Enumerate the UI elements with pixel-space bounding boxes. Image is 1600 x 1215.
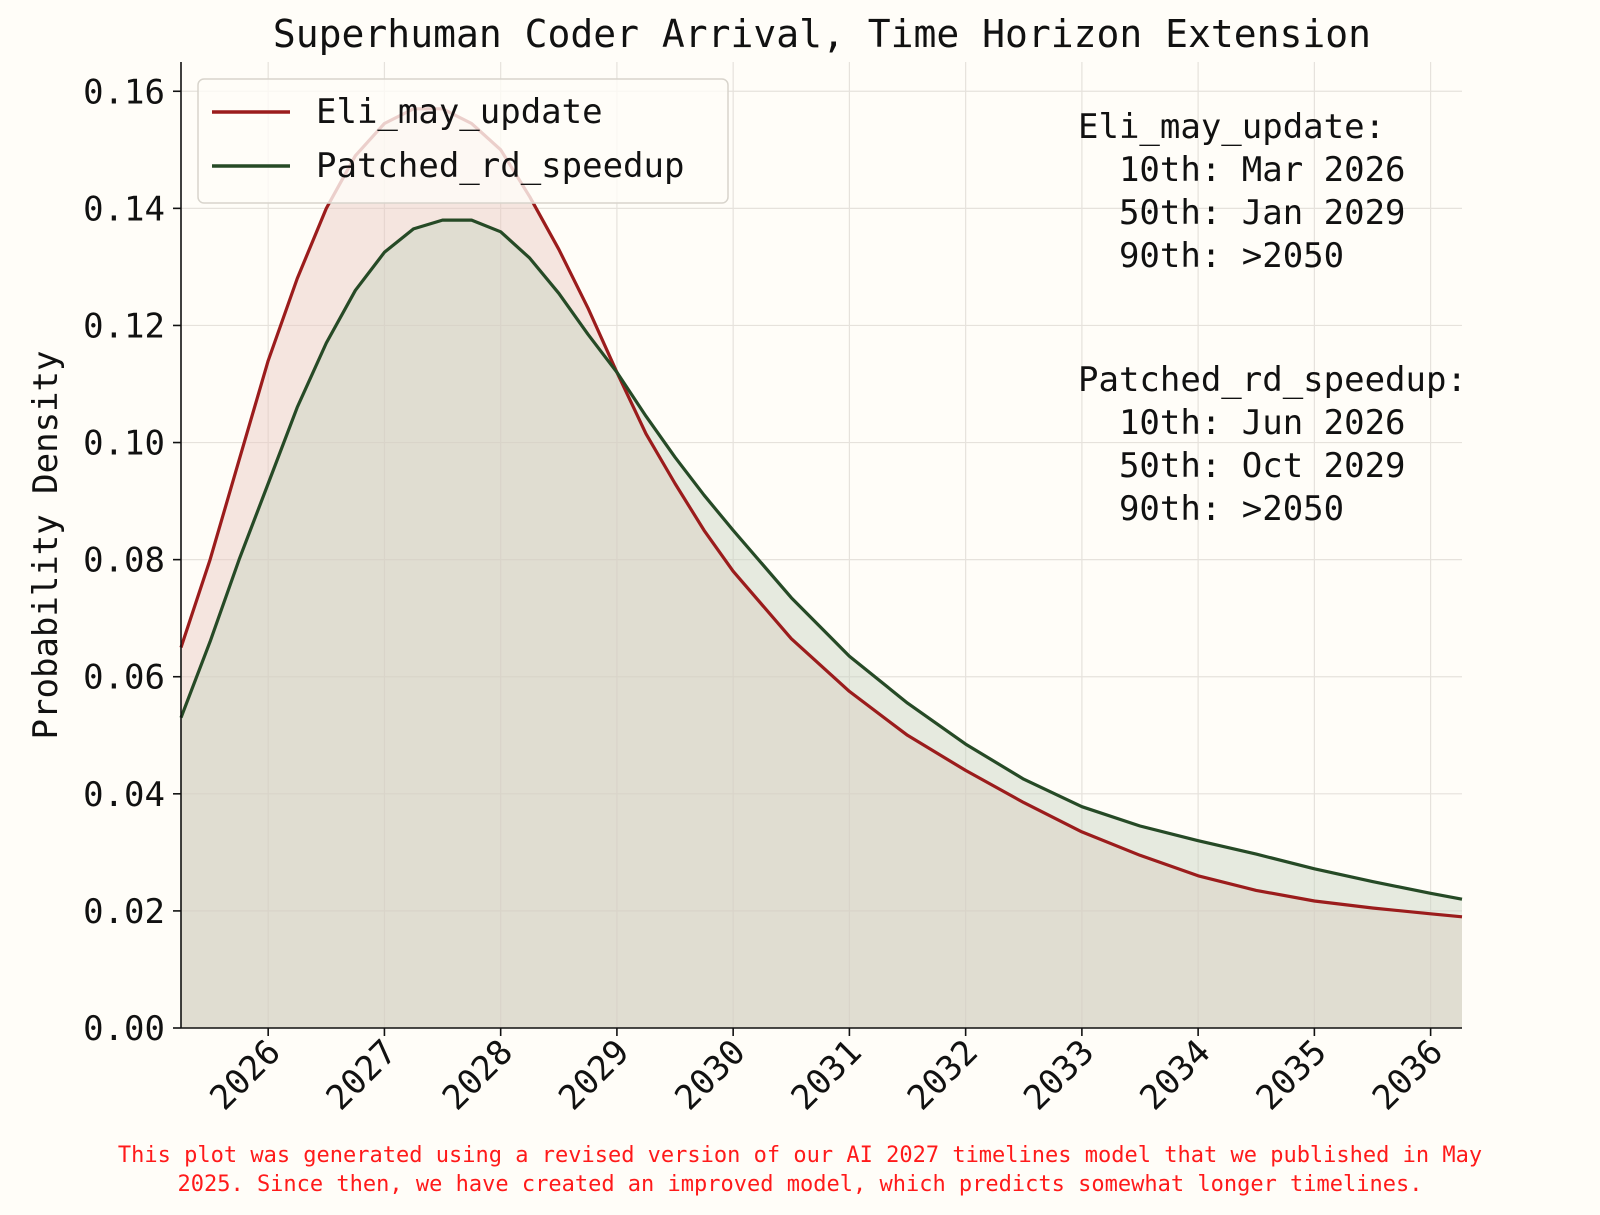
annotation-line: 10th: Mar 2026 bbox=[1078, 150, 1406, 190]
y-tick-label: 0.16 bbox=[83, 72, 165, 112]
annotation-line: 90th: >2050 bbox=[1078, 236, 1344, 276]
legend-label-eli-may-update: Eli_may_update bbox=[316, 92, 603, 132]
x-tick-label: 2036 bbox=[1365, 1032, 1451, 1118]
legend: Eli_may_update Patched_rd_speedup bbox=[197, 78, 729, 204]
annotation-line: 90th: >2050 bbox=[1078, 489, 1344, 529]
line-patched-rd-speedup bbox=[179, 218, 1463, 901]
y-tick-label: 0.12 bbox=[83, 306, 165, 346]
y-tick-label: 0.06 bbox=[83, 658, 165, 698]
x-tick-label: 2028 bbox=[435, 1032, 521, 1118]
annotation-line: 10th: Jun 2026 bbox=[1078, 403, 1406, 443]
annotation-line: 50th: Oct 2029 bbox=[1078, 446, 1406, 486]
y-tick-label: 0.04 bbox=[83, 775, 165, 815]
x-tick-label: 2034 bbox=[1132, 1032, 1218, 1118]
footnote: This plot was generated using a revised … bbox=[0, 1141, 1600, 1199]
annotation-heading: Patched_rd_speedup: bbox=[1078, 360, 1467, 400]
area-patched-rd-speedup bbox=[181, 220, 1462, 1029]
annotation-heading: Eli_may_update: bbox=[1078, 107, 1385, 147]
chart-title: Superhuman Coder Arrival, Time Horizon E… bbox=[273, 12, 1371, 56]
x-tick-label: 2032 bbox=[900, 1032, 986, 1118]
y-tick-label: 0.14 bbox=[83, 189, 165, 229]
y-tick-label: 0.00 bbox=[83, 1009, 165, 1049]
y-tick-label: 0.08 bbox=[83, 541, 165, 581]
series-areas bbox=[181, 108, 1462, 1029]
x-tick-label: 2030 bbox=[667, 1032, 753, 1118]
footnote-line-2: 2025. Since then, we have created an imp… bbox=[177, 1172, 1423, 1197]
y-tick-label: 0.10 bbox=[83, 424, 165, 464]
annotation-line: 50th: Jan 2029 bbox=[1078, 193, 1406, 233]
legend-label-patched-rd-speedup: Patched_rd_speedup bbox=[316, 146, 684, 186]
x-tick-label: 2031 bbox=[784, 1032, 870, 1118]
y-axis-label: Probability Density bbox=[26, 351, 66, 740]
percentile-annotations: Eli_may_update: 10th: Mar 2026 50th: Jan… bbox=[1078, 107, 1467, 529]
footnote-line-1: This plot was generated using a revised … bbox=[117, 1143, 1483, 1168]
x-tick-label: 2026 bbox=[202, 1032, 288, 1118]
x-tick-label: 2033 bbox=[1016, 1032, 1102, 1118]
x-tick-label: 2029 bbox=[551, 1032, 637, 1118]
axes bbox=[180, 62, 1462, 1029]
y-tick-label: 0.02 bbox=[83, 892, 165, 932]
x-tick-label: 2035 bbox=[1249, 1032, 1335, 1118]
area-eli-may-update bbox=[181, 108, 1462, 1029]
x-tick-label: 2027 bbox=[319, 1032, 405, 1118]
legend-frame bbox=[197, 78, 729, 204]
